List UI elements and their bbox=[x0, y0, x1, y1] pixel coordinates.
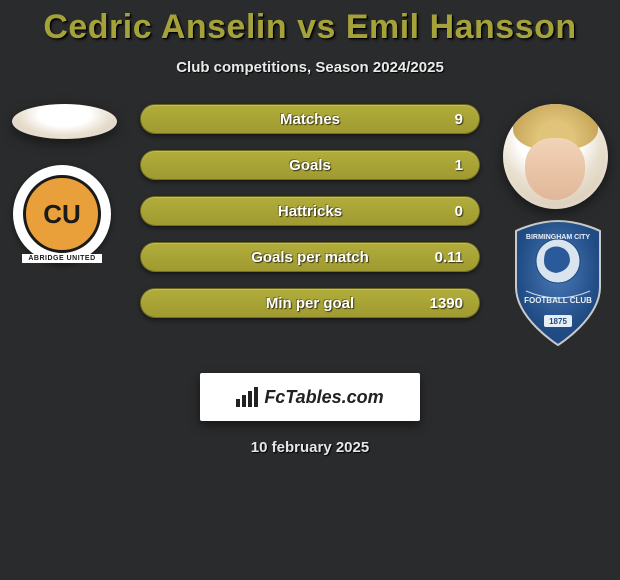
club-crest-left: CU ABRIDGE UNITED bbox=[12, 159, 112, 269]
stat-label: Goals bbox=[289, 157, 331, 174]
right-column: BIRMINGHAM CITY FOOTBALL CLUB 1875 bbox=[488, 104, 608, 339]
crest-abbr: CU bbox=[23, 175, 101, 253]
left-column: CU ABRIDGE UNITED bbox=[12, 104, 132, 339]
player-photo-right bbox=[503, 104, 608, 209]
stat-label: Hattricks bbox=[278, 203, 342, 220]
stat-bar-goals: Goals 1 bbox=[140, 150, 480, 180]
brand-badge: FcTables.com bbox=[200, 373, 420, 421]
subtitle: Club competitions, Season 2024/2025 bbox=[0, 59, 620, 76]
player-photo-left bbox=[12, 104, 117, 139]
crest-svg: BIRMINGHAM CITY FOOTBALL CLUB 1875 bbox=[508, 219, 608, 349]
brand-chart-icon bbox=[236, 387, 258, 407]
stat-bar-matches: Matches 9 bbox=[140, 104, 480, 134]
club-crest-right: BIRMINGHAM CITY FOOTBALL CLUB 1875 bbox=[508, 229, 608, 339]
stat-value-right: 1 bbox=[455, 157, 463, 174]
stat-label: Goals per match bbox=[251, 249, 369, 266]
stat-value-right: 1390 bbox=[430, 295, 463, 312]
crest-shield: CU bbox=[13, 165, 111, 263]
stat-bar-gpm: Goals per match 0.11 bbox=[140, 242, 480, 272]
stat-label: Matches bbox=[280, 111, 340, 128]
crest-text-mid: FOOTBALL CLUB bbox=[524, 296, 592, 305]
stat-value-right: 9 bbox=[455, 111, 463, 128]
stat-bar-mpg: Min per goal 1390 bbox=[140, 288, 480, 318]
crest-text-top: BIRMINGHAM CITY bbox=[526, 234, 590, 241]
stat-bar-hattricks: Hattricks 0 bbox=[140, 196, 480, 226]
stat-value-right: 0.11 bbox=[435, 249, 463, 266]
avatar-face bbox=[525, 138, 585, 200]
stat-bars: Matches 9 Goals 1 Hattricks 0 Goals per … bbox=[132, 104, 488, 339]
date-label: 10 february 2025 bbox=[0, 439, 620, 456]
page-title: Cedric Anselin vs Emil Hansson bbox=[0, 8, 620, 47]
brand-text: FcTables.com bbox=[264, 387, 383, 408]
crest-club-name: ABRIDGE UNITED bbox=[22, 254, 102, 263]
comparison-section: CU ABRIDGE UNITED Matches 9 Goals 1 Hatt… bbox=[0, 104, 620, 339]
stat-value-right: 0 bbox=[455, 203, 463, 220]
crest-year: 1875 bbox=[549, 317, 567, 326]
infographic-root: Cedric Anselin vs Emil Hansson Club comp… bbox=[0, 0, 620, 580]
stat-label: Min per goal bbox=[266, 295, 354, 312]
